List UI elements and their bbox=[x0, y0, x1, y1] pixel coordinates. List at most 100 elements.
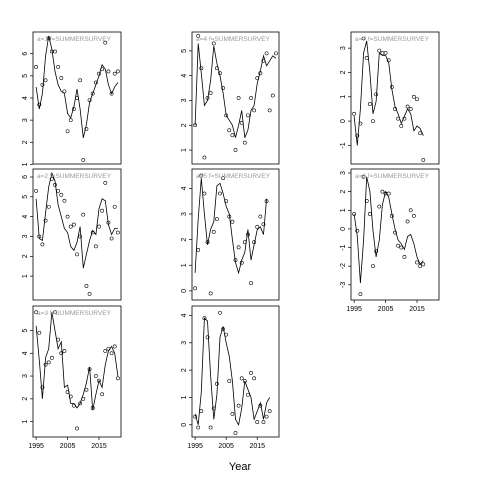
observed-point bbox=[103, 40, 108, 45]
panel: 1 2 3 4 5 6 a=2 f=SUMMERSURVEY bbox=[22, 168, 122, 301]
observed-point bbox=[109, 91, 114, 96]
observed-point bbox=[78, 401, 83, 406]
observed-point bbox=[193, 123, 198, 128]
observed-point bbox=[34, 65, 39, 69]
observed-point bbox=[115, 230, 120, 235]
observed-point bbox=[364, 199, 369, 203]
observed-point bbox=[87, 292, 92, 296]
observed-point bbox=[97, 378, 101, 383]
panel: -3 -2 -1 0 1 2 3 1995 2005 2015 a=8 f=SUMMERSURVEY bbox=[340, 168, 440, 313]
observed-point bbox=[90, 91, 95, 96]
panel-frame bbox=[32, 305, 122, 438]
observed-point bbox=[386, 191, 391, 196]
observed-point bbox=[267, 108, 272, 113]
y-tick-label: 3 bbox=[181, 341, 188, 345]
y-tick-label: 4 bbox=[181, 186, 188, 190]
y-tick-label: 2 bbox=[181, 123, 188, 127]
observed-point bbox=[71, 222, 76, 227]
panel-frame bbox=[191, 31, 280, 165]
y-tick-label: 5 bbox=[181, 49, 188, 53]
panel-frame bbox=[191, 305, 280, 438]
observed-point bbox=[227, 214, 232, 219]
observed-point bbox=[227, 128, 232, 133]
observed-point bbox=[374, 249, 379, 254]
observed-point bbox=[352, 111, 357, 116]
x-tick-label: 2005 bbox=[218, 443, 234, 450]
observed-point bbox=[221, 327, 225, 332]
observed-point bbox=[224, 332, 229, 337]
observed-point bbox=[205, 96, 210, 100]
observed-point bbox=[242, 379, 247, 383]
fitted-line bbox=[353, 176, 424, 284]
y-tick-label: 3 bbox=[181, 212, 188, 216]
observed-point bbox=[40, 82, 45, 87]
observed-point bbox=[68, 394, 73, 399]
observed-point bbox=[361, 174, 366, 179]
observed-point bbox=[49, 355, 54, 360]
observed-point bbox=[112, 344, 117, 349]
observed-point bbox=[258, 214, 263, 219]
x-tick-label: 1995 bbox=[28, 443, 44, 450]
observed-point bbox=[56, 65, 61, 69]
observed-point bbox=[97, 71, 101, 76]
observed-point bbox=[270, 93, 275, 98]
observed-point bbox=[399, 124, 404, 128]
observed-point bbox=[106, 220, 111, 225]
observed-point bbox=[393, 107, 397, 111]
observed-point bbox=[46, 360, 51, 365]
observed-point bbox=[233, 148, 238, 152]
observed-point bbox=[100, 392, 105, 397]
observed-point bbox=[87, 367, 92, 372]
observed-point bbox=[71, 107, 76, 111]
observed-point bbox=[84, 284, 89, 288]
observed-point bbox=[56, 337, 61, 342]
observed-point bbox=[106, 69, 111, 74]
observed-point bbox=[112, 204, 117, 209]
observed-point bbox=[405, 219, 410, 224]
observed-point bbox=[249, 96, 253, 100]
observed-point bbox=[227, 379, 232, 383]
observed-point bbox=[87, 98, 92, 103]
panel: 0 1 2 3 4 1995 2005 2015 bbox=[181, 305, 280, 450]
observed-point bbox=[230, 133, 235, 138]
observed-point bbox=[249, 370, 253, 375]
observed-point bbox=[109, 236, 114, 241]
observed-point bbox=[75, 252, 79, 257]
observed-point bbox=[43, 218, 48, 223]
y-tick-label: 1 bbox=[22, 274, 29, 278]
observed-point bbox=[396, 243, 401, 248]
observed-point bbox=[236, 96, 241, 100]
observed-point bbox=[90, 406, 95, 410]
observed-point bbox=[246, 392, 250, 397]
observed-point bbox=[258, 403, 263, 408]
y-tick-label: 1 bbox=[22, 162, 29, 166]
observed-point bbox=[53, 310, 57, 315]
panel: 1 2 3 4 5 a=4 f=SUMMERSURVEY bbox=[181, 31, 280, 165]
observed-point bbox=[193, 414, 198, 419]
observed-point bbox=[246, 232, 250, 237]
observed-point bbox=[205, 335, 210, 340]
y-tick-label: 4 bbox=[181, 313, 188, 317]
y-tick-label: 1 bbox=[340, 208, 347, 212]
y-tick-label: 3 bbox=[22, 234, 29, 238]
observed-point bbox=[71, 403, 76, 408]
observed-point bbox=[81, 396, 86, 401]
observed-point bbox=[84, 387, 89, 392]
observed-point bbox=[408, 107, 413, 111]
observed-point bbox=[46, 36, 51, 41]
x-tick-label: 2005 bbox=[378, 306, 394, 313]
y-tick-label: 1 bbox=[22, 420, 29, 424]
y-tick-label: 5 bbox=[22, 195, 29, 199]
observed-point bbox=[239, 376, 244, 381]
observed-point bbox=[93, 80, 98, 85]
observed-point bbox=[103, 349, 108, 353]
observed-point bbox=[421, 158, 426, 162]
observed-point bbox=[202, 155, 207, 160]
observed-point bbox=[267, 409, 272, 414]
panel-label: a=1 f=SUMMERSURVEY bbox=[37, 36, 112, 43]
observed-point bbox=[59, 76, 64, 80]
observed-point bbox=[112, 71, 117, 76]
y-tick-label: 3 bbox=[22, 374, 29, 378]
observed-point bbox=[46, 204, 51, 209]
